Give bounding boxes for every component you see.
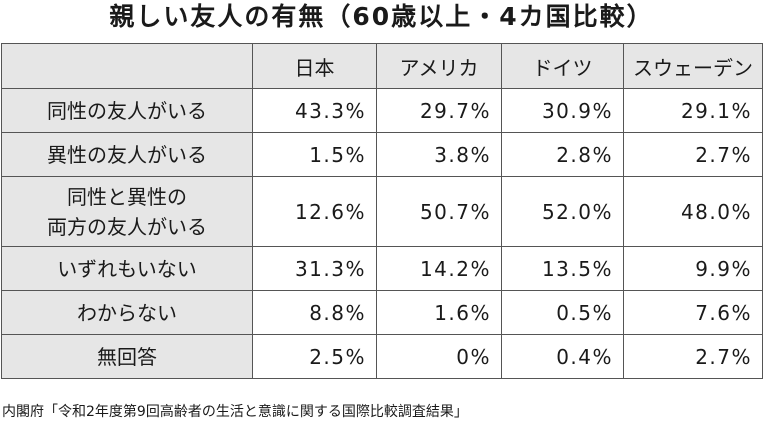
cell-value: 30.9% xyxy=(501,88,624,133)
cell-value: 2.5% xyxy=(252,334,377,379)
cell-value: 13.5% xyxy=(501,246,624,291)
table-row: 同性の友人がいる 43.3% 29.7% 30.9% 29.1% xyxy=(1,88,763,133)
row-label: 異性の友人がいる xyxy=(1,132,253,177)
cell-value: 2.7% xyxy=(623,132,763,177)
row-label: わからない xyxy=(1,290,253,335)
table-row: 異性の友人がいる 1.5% 3.8% 2.8% 2.7% xyxy=(1,132,763,177)
cell-value: 2.8% xyxy=(501,132,624,177)
row-label-line1: 同性と異性の xyxy=(67,184,187,209)
row-label: 同性の友人がいる xyxy=(1,88,253,133)
cell-value: 1.5% xyxy=(252,132,377,177)
cell-value: 48.0% xyxy=(623,176,763,247)
cell-value: 1.6% xyxy=(376,290,502,335)
cell-value: 9.9% xyxy=(623,246,763,291)
cell-value: 8.8% xyxy=(252,290,377,335)
table-row: わからない 8.8% 1.6% 0.5% 7.6% xyxy=(1,290,763,335)
cell-value: 12.6% xyxy=(252,176,377,247)
row-label: 同性と異性の 両方の友人がいる xyxy=(1,176,253,247)
row-label: いずれもいない xyxy=(1,246,253,291)
header-row: 日本 アメリカ ドイツ スウェーデン xyxy=(1,43,763,89)
header-usa: アメリカ xyxy=(376,43,502,89)
header-sweden: スウェーデン xyxy=(623,43,763,89)
row-label: 無回答 xyxy=(1,334,253,379)
cell-value: 50.7% xyxy=(376,176,502,247)
cell-value: 7.6% xyxy=(623,290,763,335)
header-corner xyxy=(1,43,253,89)
cell-value: 0.4% xyxy=(501,334,624,379)
cell-value: 43.3% xyxy=(252,88,377,133)
friends-table: 日本 アメリカ ドイツ スウェーデン 同性の友人がいる 43.3% 29.7% … xyxy=(1,43,763,379)
cell-value: 29.7% xyxy=(376,88,502,133)
table-row: いずれもいない 31.3% 14.2% 13.5% 9.9% xyxy=(1,246,763,291)
cell-value: 2.7% xyxy=(623,334,763,379)
table-row: 同性と異性の 両方の友人がいる 12.6% 50.7% 52.0% 48.0% xyxy=(1,176,763,247)
cell-value: 52.0% xyxy=(501,176,624,247)
cell-value: 0% xyxy=(376,334,502,379)
cell-value: 3.8% xyxy=(376,132,502,177)
cell-value: 29.1% xyxy=(623,88,763,133)
header-germany: ドイツ xyxy=(501,43,624,89)
cell-value: 31.3% xyxy=(252,246,377,291)
table-title: 親しい友人の有無（60歳以上・4カ国比較） xyxy=(109,2,654,31)
table-row: 無回答 2.5% 0% 0.4% 2.7% xyxy=(1,334,763,379)
header-japan: 日本 xyxy=(252,43,377,89)
row-label-line2: 両方の友人がいる xyxy=(47,214,207,239)
cell-value: 14.2% xyxy=(376,246,502,291)
cell-value: 0.5% xyxy=(501,290,624,335)
source-note: 内閣府「令和2年度第9回高齢者の生活と意識に関する国際比較調査結果」 xyxy=(2,404,468,420)
